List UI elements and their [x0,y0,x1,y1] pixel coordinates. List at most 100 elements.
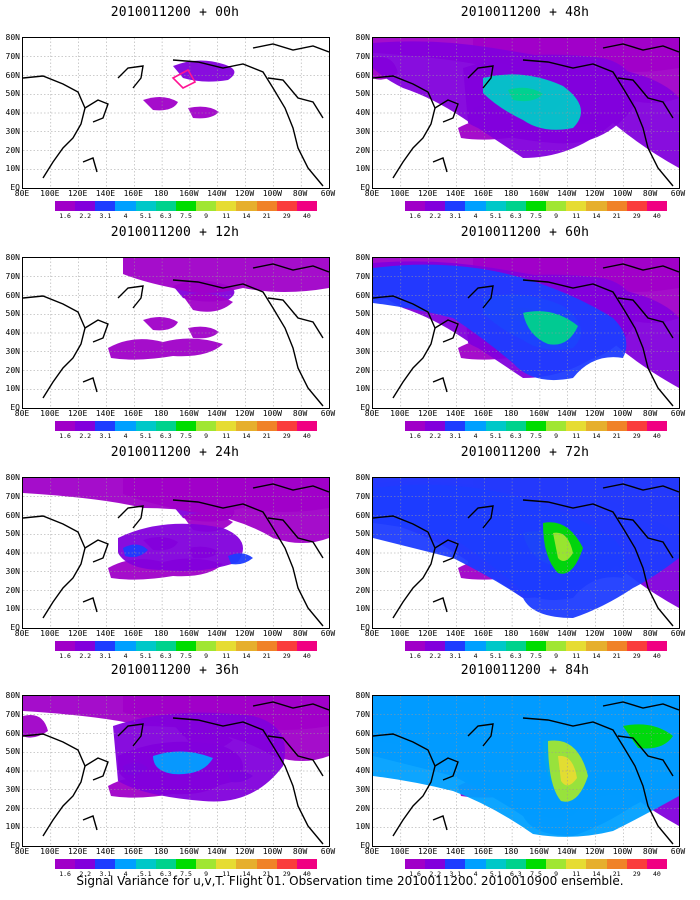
colorbar-swatch [276,641,297,651]
lat-tick-label: EQ [360,841,370,850]
longitude-axis: 80E 100E 120E 140E 160E 180 160W 140W 120W 100W 80… [15,409,335,419]
lon-tick-label: 80E [14,629,30,638]
coastline [172,279,324,407]
colorbar-swatch [95,859,116,869]
coastline [252,483,329,493]
colorbar-swatch [95,201,116,211]
colorbar-label: 14 [242,432,251,440]
lon-tick-label: 180 [153,189,169,198]
latitude-axis: 80N 70N 60N 50N 40N 30N 20N 10N EQ [350,692,372,850]
lon-tick-label: 180 [153,629,169,638]
colorbar-swatch [465,859,486,869]
colorbar-label: 4 [473,652,478,660]
lon-tick-label: 80W [292,847,308,856]
lon-tick-label: 160W [529,189,549,198]
lat-tick-label: EQ [10,403,20,412]
variance-contour [183,293,233,312]
lat-tick-label: 60N [5,510,20,520]
colorbar [55,421,318,431]
colorbar-swatch [646,421,668,431]
lon-tick-label: 120W [584,629,605,638]
colorbar-label: 11 [572,870,581,878]
coastline [82,597,98,613]
lon-tick-label: 140W [557,629,577,638]
colorbar-label: 2.2 [429,652,442,660]
coastline [617,297,674,339]
coastline [432,815,448,831]
map-svg [23,478,329,628]
colorbar-label: 6.3 [509,212,522,220]
colorbar-label: 1.6 [409,652,421,660]
coastline [617,735,674,777]
lat-tick-label: 10N [5,164,20,174]
colorbar-label: 7.5 [530,652,542,660]
lon-tick-label: 180 [503,409,519,418]
colorbar [55,641,318,651]
lon-tick-label: 100W [262,847,282,856]
colorbar-label: 11 [572,212,581,220]
lat-tick-label: 30N [5,784,20,794]
map-svg [23,38,329,188]
map-svg [373,696,679,846]
colorbar-swatch [115,201,136,211]
lat-tick-label: 40N [355,766,370,775]
lat-tick-label: 20N [355,803,370,813]
lon-tick-label: 80E [364,847,380,856]
colorbar-label: 1.6 [409,870,421,878]
lat-tick-label: 20N [5,145,20,155]
lon-tick-label: 160E [473,409,493,418]
colorbar-label: 7.5 [530,212,542,220]
colorbar-swatch [626,201,647,211]
map-panel: 2010011200 + 24h 80N 70N 60N 50N 40N 30N 20N 10N… [0,445,340,660]
variance-contour [373,264,627,381]
lat-tick-label: 70N [355,709,370,719]
coastline [373,75,436,179]
colorbar-label: 1.6 [59,652,71,660]
lat-tick-label: 40N [355,328,370,337]
lat-tick-label: EQ [360,623,370,632]
colorbar-swatch [445,421,466,431]
lon-tick-label: 80E [364,189,380,198]
colorbar-swatch [135,421,156,431]
colorbar-label: 6.3 [509,652,522,660]
colorbar-swatch [55,641,76,651]
colorbar-label: 14 [242,212,251,220]
colorbar-label: 1.6 [59,212,71,220]
lon-tick-label: 120W [234,189,255,198]
colorbar-swatch [485,421,506,431]
colorbar-swatch [405,859,426,869]
colorbar-swatch [566,641,587,651]
colorbar-label: 3.1 [99,870,112,878]
lon-tick-label: 180 [503,189,519,198]
colorbar-swatch [445,641,466,651]
lat-tick-label: 10N [5,384,20,394]
map-svg [373,38,679,188]
coastline [434,99,459,123]
lat-tick-label: EQ [10,841,20,850]
colorbar-label: 40 [303,870,311,878]
lon-tick-label: 100W [612,409,632,418]
panel-title: 2010011200 + 00h [110,5,240,20]
colorbar [405,859,668,869]
latitude-axis: 80N 70N 60N 50N 40N 30N 20N 10N EQ [0,254,22,412]
latitude-axis: 80N 70N 60N 50N 40N 30N 20N 10N EQ [0,692,22,850]
coastline [522,499,674,627]
colorbar-swatch [296,859,318,869]
colorbar-label: 4 [123,870,128,878]
coastline [434,539,459,563]
colorbar-swatch [505,201,526,211]
lon-tick-label: 160E [473,189,493,198]
colorbar-label: 5.1 [139,652,152,660]
lon-tick-label: 100E [390,847,410,856]
map-area [372,37,680,189]
map-panel: 2010011200 + 12h 80N 70N 60N 50N 40N 30N 20N 10N… [0,225,340,440]
colorbar-swatch [425,421,446,431]
lat-tick-label: EQ [360,183,370,192]
colorbar-swatch [95,421,116,431]
lon-tick-label: 100W [262,189,282,198]
colorbar-swatch [586,859,607,869]
colorbar-swatch [586,201,607,211]
colorbar-label: 29 [632,652,641,660]
colorbar-label: 21 [612,212,621,220]
colorbar-label: 4 [123,432,128,440]
